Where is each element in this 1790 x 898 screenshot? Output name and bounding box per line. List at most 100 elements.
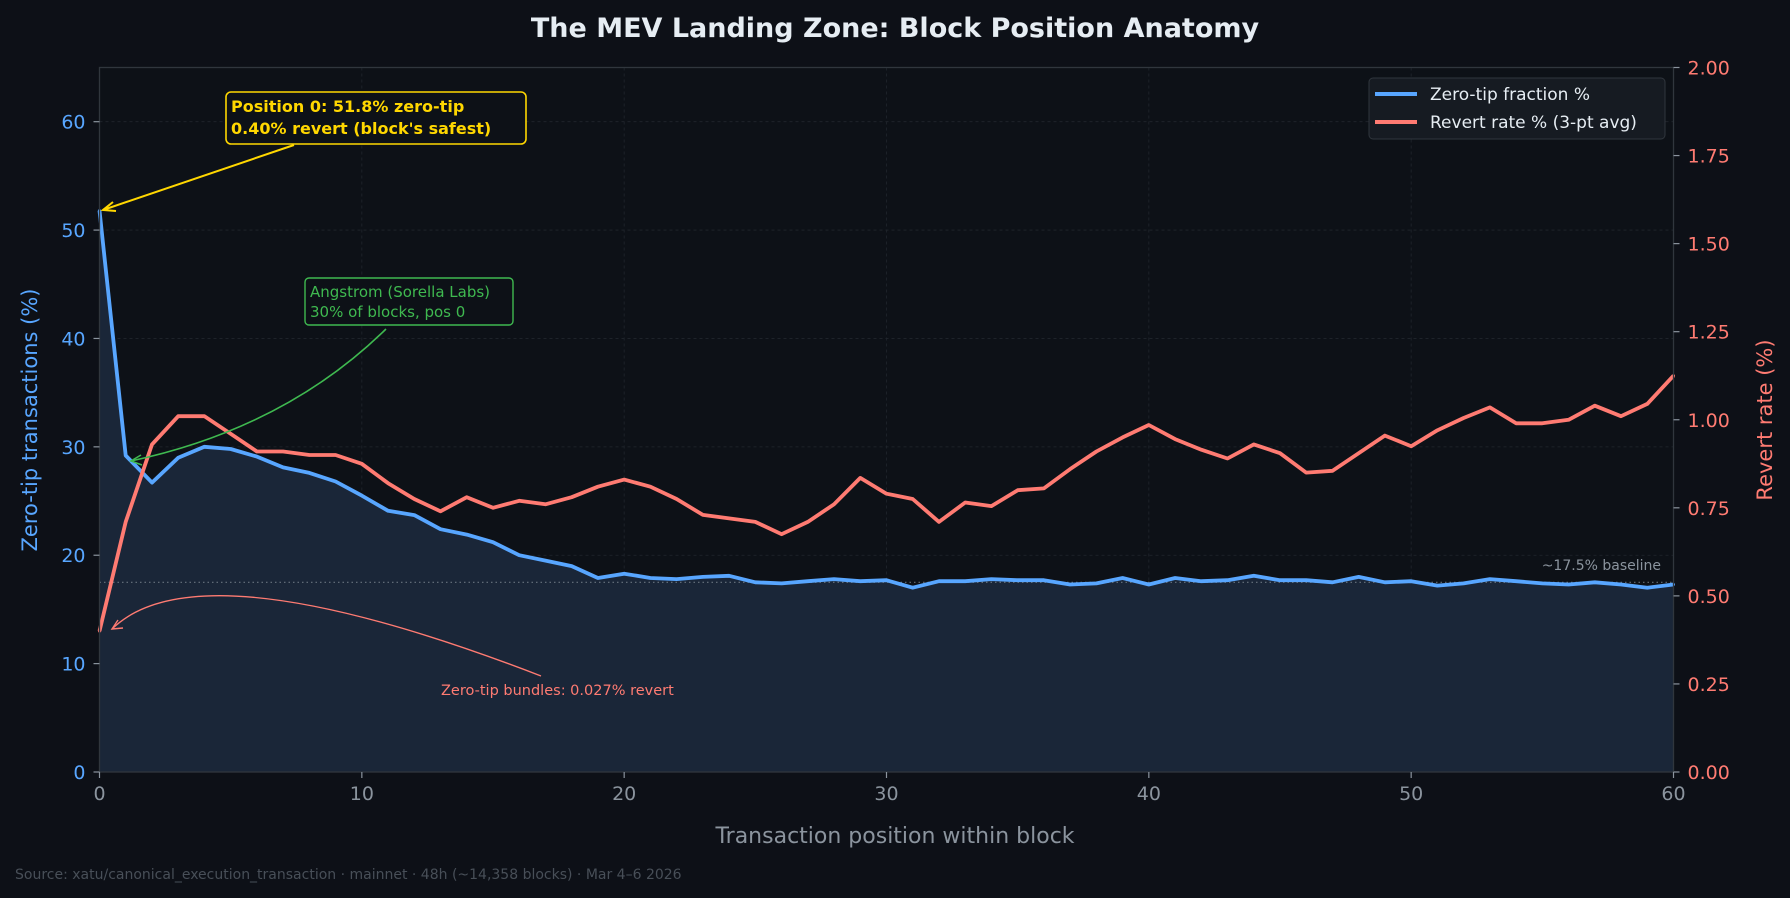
zero-tip-point	[989, 577, 993, 581]
zero-tip-area-fill	[99, 210, 1674, 773]
zero-tip-point	[124, 454, 128, 458]
revert-rate-point	[989, 504, 993, 508]
revert-rate-point	[465, 495, 469, 499]
zero-tip-point	[675, 577, 679, 581]
revert-rate-point	[1068, 467, 1072, 471]
zero-tip-point	[1042, 578, 1046, 582]
zero-tip-point	[1462, 581, 1466, 585]
source-footer: Source: xatu/canonical_execution_transac…	[15, 867, 682, 883]
revert-rate-point	[1567, 418, 1571, 422]
arrowhead-icon	[100, 201, 117, 212]
zero-tip-point	[832, 577, 836, 581]
revert-rate-point	[1619, 414, 1623, 418]
revert-rate-point	[1383, 434, 1387, 438]
annotation-bundles: Zero-tip bundles: 0.027% revert	[110, 595, 674, 699]
zero-tip-point	[911, 586, 915, 590]
zero-tip-point	[1540, 581, 1544, 585]
zero-tip-point	[622, 572, 626, 576]
revert-rate-point	[1409, 444, 1413, 448]
zero-tip-point	[229, 447, 233, 451]
ticks: 0 10 20 30 40 50 6001020304050600.000.250.500.…	[61, 58, 1730, 806]
revert-rate-point	[596, 485, 600, 489]
revert-rate-point	[1593, 404, 1597, 408]
legend: Zero-tip fraction % Revert rate % (3-pt …	[1368, 77, 1666, 140]
zero-tip-point	[439, 527, 443, 531]
revert-rate-point	[885, 492, 888, 496]
revert-rate-point	[202, 414, 206, 418]
revert-rate-point	[727, 516, 731, 520]
baseline-label: ~17.5% baseline	[1542, 558, 1661, 574]
zero-tip-point	[386, 509, 390, 513]
revert-rate-point	[1173, 437, 1177, 441]
revert-rate-point	[150, 442, 154, 446]
revert-rate-point	[1435, 428, 1439, 432]
annotation-box	[304, 277, 514, 326]
zero-tip-point	[1199, 579, 1203, 583]
legend-label-revert: Revert rate % (3-pt avg)	[1430, 113, 1637, 133]
zero-tip-point	[806, 579, 810, 583]
revert-rate-point	[963, 501, 967, 505]
zero-tip-point	[1619, 582, 1623, 586]
y-right-tick-label: 1.50	[1688, 234, 1730, 256]
zero-tip-point	[885, 578, 888, 582]
y-left-tick-label: 20	[61, 545, 85, 567]
revert-rate-point	[1121, 435, 1125, 439]
zero-tip-point	[1645, 586, 1649, 590]
y-left-tick-label: 0	[73, 762, 85, 784]
arrowhead-icon	[110, 619, 124, 630]
x-tick-label: 0	[93, 783, 105, 805]
revert-rate-point	[1330, 469, 1334, 473]
zero-tip-point	[202, 445, 206, 449]
revert-rate-point	[1462, 416, 1466, 420]
zero-tip-point	[307, 471, 311, 475]
y-left-tick-label: 50	[61, 220, 85, 242]
zero-tip-point	[596, 576, 600, 580]
x-tick-label: 60	[1661, 783, 1685, 805]
zero-tip-point	[491, 540, 495, 544]
revert-rate-point	[675, 497, 679, 501]
annotation-arrow	[130, 328, 387, 462]
zero-tip-point	[1068, 582, 1072, 586]
y-right-tick-label: 0.75	[1688, 498, 1730, 520]
revert-rate-point	[1226, 456, 1230, 460]
zero-tip-point	[465, 533, 469, 537]
revert-rate-point	[1094, 449, 1098, 453]
zero-tip-point	[1094, 581, 1098, 585]
zero-tip-point	[176, 456, 180, 460]
revert-rate-point	[360, 462, 364, 466]
x-tick-label: 10	[350, 783, 374, 805]
zero-tip-point	[517, 553, 521, 557]
zero-tip-point	[1147, 582, 1151, 586]
zero-tip-point	[150, 481, 154, 485]
x-tick-label: 40	[1137, 783, 1161, 805]
y-right-tick-label: 2.00	[1688, 58, 1730, 80]
revert-rate-point	[281, 449, 285, 453]
zero-tip-point	[1016, 578, 1020, 582]
marks	[97, 209, 1675, 773]
revert-rate-point	[439, 509, 443, 513]
zero-tip-point	[1593, 580, 1597, 584]
annotation-arrow	[111, 595, 542, 677]
zero-tip-point	[1121, 576, 1125, 580]
revert-rate-point	[648, 485, 652, 489]
revert-rate-point	[622, 478, 626, 482]
arrowhead-icon	[129, 454, 143, 466]
revert-rate-point	[911, 497, 915, 501]
revert-rate-point	[780, 532, 784, 536]
revert-rate-point	[255, 449, 259, 453]
y-left-tick-label: 30	[61, 437, 85, 459]
y-left-tick-label: 60	[61, 112, 85, 134]
zero-tip-point	[1383, 580, 1387, 584]
revert-rate-point	[543, 502, 547, 506]
annotation-position0: Position 0: 51.8% zero-tip 0.40% revert …	[100, 91, 527, 212]
revert-rate-point	[124, 520, 128, 524]
revert-rate-point	[937, 520, 941, 524]
zero-tip-point	[963, 579, 967, 583]
zero-tip-point	[570, 564, 574, 568]
zero-tip-point	[1357, 575, 1361, 579]
zero-tip-point	[1488, 577, 1492, 581]
annotation-arrow	[102, 144, 295, 211]
zero-tip-point	[1252, 574, 1256, 578]
x-tick-label: 30	[874, 783, 898, 805]
